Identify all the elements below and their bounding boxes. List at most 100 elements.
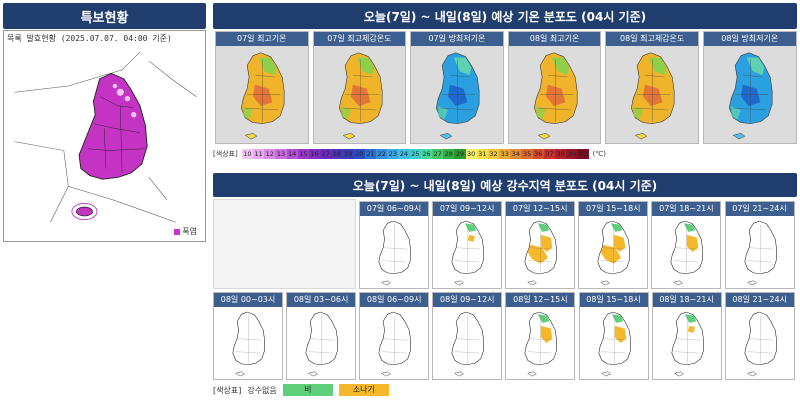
temp-scale-unit: (℃)	[592, 150, 606, 158]
temp-scale-cell: 26	[420, 149, 432, 159]
rain-map-label: 07일 06~09시	[360, 202, 428, 216]
temp-scale-cell: 10	[241, 149, 253, 159]
rain-map: 07일 12~15시	[505, 201, 576, 289]
temp-map-label: 07일 최고체감온도	[313, 32, 406, 46]
rain-section-title: 오늘(7일) ~ 내일(8일) 예상 강수지역 분포도 (04시 기준)	[213, 173, 797, 197]
rain-map-graphic	[670, 220, 704, 286]
temp-map-graphic	[338, 52, 383, 140]
rain-map: 07일 21~24시	[724, 201, 795, 289]
rain-map: 07일 18~21시	[651, 201, 722, 289]
temp-scale-cell: 25	[409, 149, 421, 159]
rain-map-label: 08일 09~12시	[433, 293, 502, 307]
temp-scale-cell: 24	[398, 149, 410, 159]
rain-map-label: 08일 06~09시	[360, 293, 429, 307]
warning-map	[14, 51, 197, 223]
temp-scale-cell: 20	[353, 149, 365, 159]
rain-map-graphic	[451, 220, 485, 286]
temp-scale-cell: 19	[342, 149, 354, 159]
temp-map: 07일 방최저기온	[410, 31, 504, 144]
temp-scale-cell: 18	[331, 149, 343, 159]
temp-scale-cell: 13	[275, 149, 287, 159]
temp-scale-cell: 34	[510, 149, 522, 159]
rain-legend-shower: 소나기	[338, 384, 389, 396]
warning-map-panel: 목록 발효현황 (2025.07.07. 04:00 기준)	[3, 30, 206, 242]
rain-map: 08일 09~12시	[432, 292, 503, 380]
temp-map-graphic	[241, 52, 285, 140]
rain-map-graphic	[378, 220, 411, 286]
rain-map: 08일 21~24시	[724, 292, 795, 380]
temp-map: 07일 최고기온	[215, 31, 309, 144]
rain-map-graphic	[451, 311, 485, 377]
rain-map-label: 07일 09~12시	[433, 202, 502, 216]
warning-legend: 폭염	[174, 226, 197, 237]
empty-area	[213, 199, 356, 289]
temp-scale-cell: 27	[431, 149, 444, 159]
temp-map-graphic	[436, 52, 480, 140]
temp-scale-cell: 35	[521, 149, 533, 159]
temp-scale-cell: 31	[476, 149, 488, 159]
temp-scale-cell: 38	[555, 149, 567, 159]
rain-map: 08일 00~03시	[213, 292, 283, 380]
temp-scale-cell: 28	[443, 149, 455, 159]
temp-scale-cell: 22	[376, 149, 388, 159]
temp-scale-cell: 14	[286, 149, 298, 159]
rain-map: 07일 15~18시	[578, 201, 649, 289]
rain-legend-rain: 비	[282, 384, 333, 396]
rain-map: 08일 15~18시	[578, 292, 649, 380]
rain-map-label: 08일 00~03시	[214, 293, 282, 307]
rain-map-label: 08일 03~06시	[287, 293, 356, 307]
rain-map-label: 08일 18~21시	[652, 293, 721, 307]
rain-map-label: 08일 12~15시	[506, 293, 575, 307]
temp-scale-cell: 17	[320, 149, 332, 159]
temp-scale-cell: 15	[297, 149, 309, 159]
rain-map-label: 08일 21~24시	[725, 293, 794, 307]
temp-map-label: 07일 최고기온	[216, 32, 308, 46]
rain-map: 08일 03~06시	[286, 292, 357, 380]
temp-map-graphic	[729, 52, 773, 140]
temp-scale-cell: 16	[308, 149, 321, 159]
temp-scale-cell: 33	[499, 149, 511, 159]
temp-scale-cell: 29	[454, 149, 466, 159]
temp-map: 08일 최고기온	[507, 31, 602, 144]
temp-scale-cell: 37	[543, 149, 556, 159]
temp-map-label: 07일 방최저기온	[411, 32, 503, 46]
temp-scale-cell: 30	[465, 149, 477, 159]
temp-map-label: 08일 최고기온	[508, 32, 601, 46]
rain-map-label: 07일 12~15시	[506, 202, 575, 216]
rain-map-graphic	[524, 220, 558, 286]
rain-map: 07일 06~09시	[359, 201, 429, 289]
temp-scale-caption: [색상표]	[213, 150, 238, 158]
issue-time: 목록 발효현황 (2025.07.07. 04:00 기준)	[7, 34, 172, 43]
rain-map-label: 07일 15~18시	[579, 202, 648, 216]
heatwave-label: 폭염	[182, 227, 197, 236]
warning-status-title: 특보현황	[3, 3, 206, 29]
rain-map-graphic	[744, 311, 777, 377]
heatwave-swatch	[174, 228, 181, 235]
rain-map-graphic	[597, 220, 631, 286]
temp-scale-cell: 40	[577, 149, 589, 159]
rain-map-label: 07일 21~24시	[725, 202, 794, 216]
temp-map: 07일 최고체감온도	[312, 31, 407, 144]
rain-legend: [색상표] 강수없음 비 소나기	[213, 383, 389, 397]
rain-map-graphic	[598, 311, 631, 377]
temp-scale-cell: 39	[566, 149, 578, 159]
rain-legend-caption: [색상표]	[213, 385, 242, 395]
rain-map: 08일 06~09시	[359, 292, 430, 380]
temp-map-label: 08일 방최저기온	[704, 32, 796, 46]
temp-map-graphic	[631, 52, 675, 140]
temp-scale-cell: 36	[532, 149, 544, 159]
temp-scale-cell: 32	[487, 149, 500, 159]
temp-map: 08일 방최저기온	[703, 31, 797, 144]
rain-map-graphic	[744, 220, 777, 286]
rain-map: 08일 12~15시	[505, 292, 576, 380]
temp-map-graphic	[533, 52, 578, 140]
rain-map-graphic	[671, 311, 704, 377]
temp-color-scale: [색상표] 10 11 12 13 14 15 16 17 18 19 20 21 22 23 24 25 26…	[213, 147, 606, 161]
temp-scale-cell: 23	[387, 149, 399, 159]
temp-scale-cell: 12	[264, 149, 276, 159]
temp-section-title: 오늘(7일) ~ 내일(8일) 예상 기온 분포도 (04시 기준)	[213, 3, 797, 29]
rain-legend-none: 강수없음	[247, 385, 277, 395]
temp-scale-cell: 21	[364, 149, 377, 159]
temp-map: 08일 최고체감온도	[605, 31, 699, 144]
rain-map-graphic	[305, 311, 339, 377]
